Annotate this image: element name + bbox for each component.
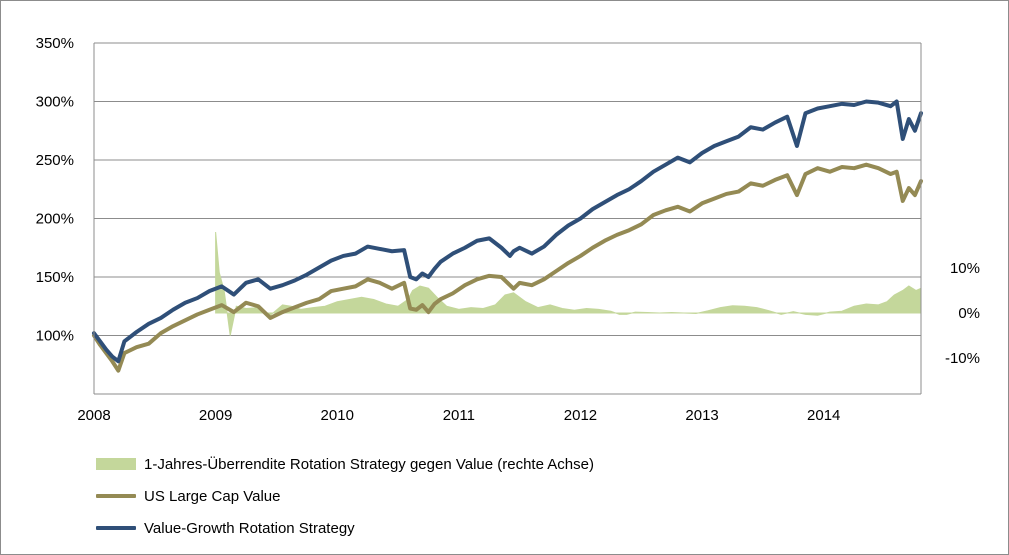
legend-item-excess-return: 1-Jahres-Überrendite Rotation Strategy g…: [96, 448, 594, 480]
x-tick-label: 2013: [685, 407, 718, 424]
y-left-tick-label: 200%: [36, 211, 74, 228]
x-tick-label: 2008: [77, 407, 110, 424]
y-right-tick-label: 0%: [958, 305, 980, 322]
y-right-tick-label: 10%: [950, 260, 980, 277]
y-left-tick-label: 300%: [36, 94, 74, 111]
y-left-tick-label: 250%: [36, 152, 74, 169]
legend-swatch-us-large-cap-value: [96, 494, 136, 498]
legend-swatch-rotation-strategy: [96, 526, 136, 530]
x-tick-label: 2014: [807, 407, 840, 424]
x-tick-label: 2010: [321, 407, 354, 424]
series-lines: [92, 99, 923, 373]
series-area-excess-return: [215, 231, 922, 336]
legend: 1-Jahres-Überrendite Rotation Strategy g…: [96, 448, 594, 544]
x-tick-label: 2009: [199, 407, 232, 424]
legend-item-us-large-cap-value: US Large Cap Value: [96, 480, 594, 512]
y-left-tick-label: 350%: [36, 35, 74, 52]
series-line-rotation-strategy: [92, 99, 923, 364]
axes: 100% 150% 200% 250% 300% 350% 10% 0% -10% 2008 200…: [36, 35, 980, 424]
series-line-us-large-cap-value: [92, 162, 923, 373]
legend-swatch-excess-return: [96, 458, 136, 470]
legend-label-us-large-cap-value: US Large Cap Value: [144, 487, 281, 505]
legend-label-excess-return: 1-Jahres-Überrendite Rotation Strategy g…: [144, 455, 594, 473]
y-right-tick-label: -10%: [945, 350, 980, 367]
gridlines: [94, 42, 921, 395]
y-left-tick-label: 150%: [36, 269, 74, 286]
x-tick-label: 2012: [564, 407, 597, 424]
x-tick-label: 2011: [443, 407, 475, 424]
y-left-tick-label: 100%: [36, 328, 74, 345]
legend-label-rotation-strategy: Value-Growth Rotation Strategy: [144, 519, 355, 537]
excess-return-area: [215, 231, 922, 336]
legend-item-rotation-strategy: Value-Growth Rotation Strategy: [96, 512, 594, 544]
